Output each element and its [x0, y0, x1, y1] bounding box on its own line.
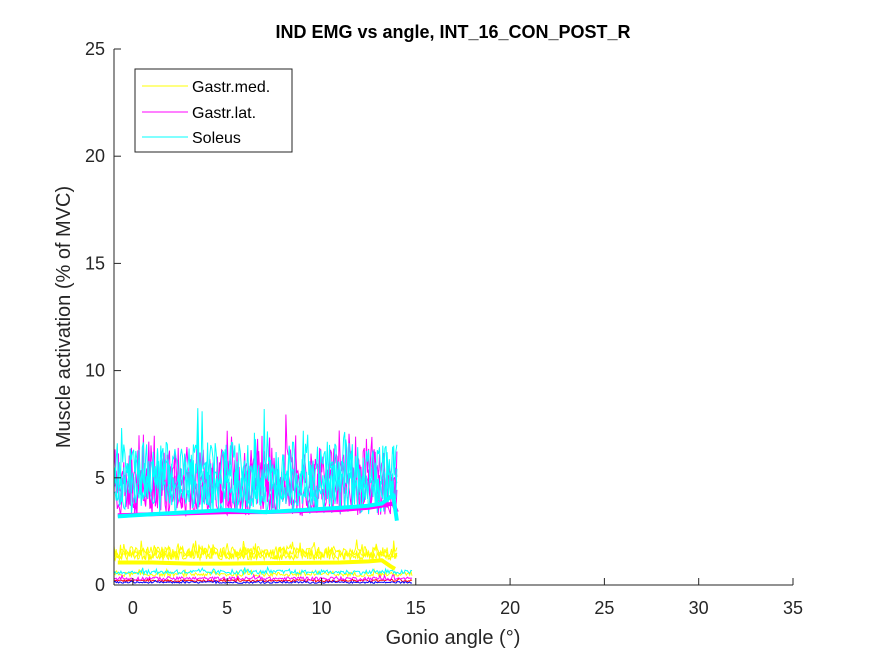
- y-tick-label: 20: [85, 146, 105, 166]
- x-tick-label: 15: [406, 598, 426, 618]
- y-tick-label: 25: [85, 39, 105, 59]
- series-1-trace-3: [114, 573, 413, 582]
- legend-box: [134, 68, 293, 153]
- x-tick-label: 5: [222, 598, 232, 618]
- legend: Gastr.med. Gastr.lat. Soleus: [134, 68, 293, 153]
- series-0-trace-1: [113, 543, 398, 561]
- x-tick-label: 25: [594, 598, 614, 618]
- y-tick-label: 5: [95, 468, 105, 488]
- y-tick-label: 10: [85, 361, 105, 381]
- x-axis-label: Gonio angle (°): [386, 627, 521, 649]
- extra-trace-1: [113, 579, 413, 585]
- series-2-trace-3: [113, 565, 413, 577]
- y-tick-label: 15: [85, 253, 105, 273]
- x-tick-label: 20: [500, 598, 520, 618]
- y-axis-label: Muscle activation (% of MVC): [53, 186, 75, 448]
- x-ticks: 0 5 10 15 20 25 30 35: [128, 578, 803, 618]
- series-mean-line-2: [117, 493, 399, 521]
- legend-label-gastr-lat: Gastr.lat.: [192, 105, 256, 122]
- traces-layer: [113, 408, 413, 585]
- series-mean-line-0: [117, 558, 396, 571]
- x-tick-label: 10: [311, 598, 331, 618]
- legend-label-gastr-med: Gastr.med.: [192, 79, 270, 96]
- series-0-trace-2: [113, 546, 398, 562]
- x-tick-label: 35: [783, 598, 803, 618]
- chart-title: IND EMG vs angle, INT_16_CON_POST_R: [275, 22, 630, 42]
- y-ticks: 0 5 10 15 20 25: [85, 39, 121, 595]
- x-tick-label: 30: [689, 598, 709, 618]
- x-tick-label: 0: [128, 598, 138, 618]
- series-2-trace-2: [113, 445, 398, 515]
- legend-label-soleus: Soleus: [192, 130, 241, 147]
- y-tick-label: 0: [95, 575, 105, 595]
